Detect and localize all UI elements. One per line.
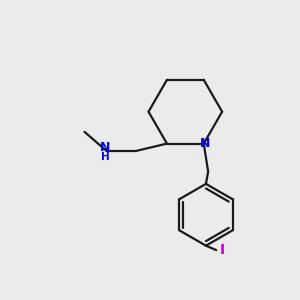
Text: I: I <box>220 243 225 257</box>
Text: N: N <box>100 141 110 154</box>
Text: N: N <box>200 137 210 150</box>
Text: H: H <box>101 152 110 162</box>
